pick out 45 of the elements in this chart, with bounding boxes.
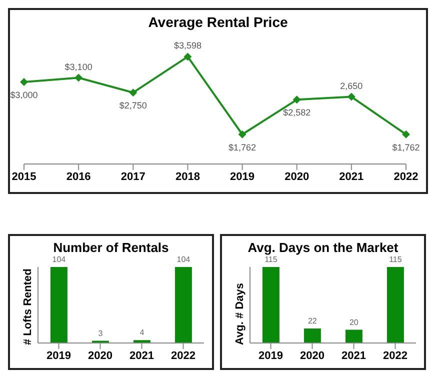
- data-label: 22: [308, 316, 318, 326]
- point: [238, 130, 246, 138]
- x-tick-label: 2019: [46, 350, 71, 362]
- data-label: $2,582: [283, 108, 311, 118]
- point: [184, 52, 192, 61]
- x-tick-label: 2022: [394, 170, 418, 183]
- point: [129, 88, 138, 97]
- x-tick-label: 2020: [284, 170, 310, 183]
- x-tick-label: 2017: [120, 170, 146, 183]
- x-tick-label: 2021: [342, 350, 366, 362]
- data-label: 3: [98, 328, 104, 338]
- y-axis-title: Avg. # Days: [234, 283, 246, 345]
- data-label: 115: [389, 255, 402, 264]
- x-tick-label: 2019: [230, 170, 255, 183]
- point: [347, 92, 356, 101]
- x-tick-label: 2021: [339, 170, 364, 183]
- data-label: 115: [264, 255, 278, 264]
- data-label: $1,762: [392, 142, 420, 152]
- data-label: $3,100: [64, 62, 92, 72]
- x-tick-label: 2020: [88, 350, 112, 362]
- data-label: $2,750: [119, 100, 147, 111]
- chart-title: Avg. Days on the Market: [246, 240, 400, 255]
- x-tick-label: 2018: [175, 170, 200, 183]
- data-label: $1,762: [228, 142, 256, 152]
- data-label: 104: [176, 255, 191, 264]
- y-axis-title: # Lofts Rented: [22, 268, 34, 345]
- x-tick-label: 2022: [171, 350, 196, 362]
- data-label: $3,598: [174, 40, 202, 51]
- x-tick-label: 2022: [383, 350, 408, 362]
- x-tick-label: 2021: [130, 350, 154, 362]
- point: [402, 130, 410, 138]
- x-tick-label: 2016: [66, 170, 91, 183]
- data-label: 4: [140, 328, 145, 338]
- x-tick-label: 2015: [12, 170, 36, 183]
- point: [292, 96, 301, 104]
- data-label: $3,000: [10, 90, 38, 100]
- chart-title: Number of Rentals: [52, 240, 170, 255]
- x-tick-label: 2019: [258, 350, 283, 362]
- x-tick-label: 2020: [300, 350, 324, 362]
- data-label: 20: [349, 318, 359, 327]
- data-label: 104: [52, 255, 66, 264]
- point: [20, 78, 28, 86]
- chart-title: Average Rental Price: [147, 14, 289, 30]
- point: [74, 74, 83, 82]
- data-label: 2,650: [340, 80, 363, 91]
